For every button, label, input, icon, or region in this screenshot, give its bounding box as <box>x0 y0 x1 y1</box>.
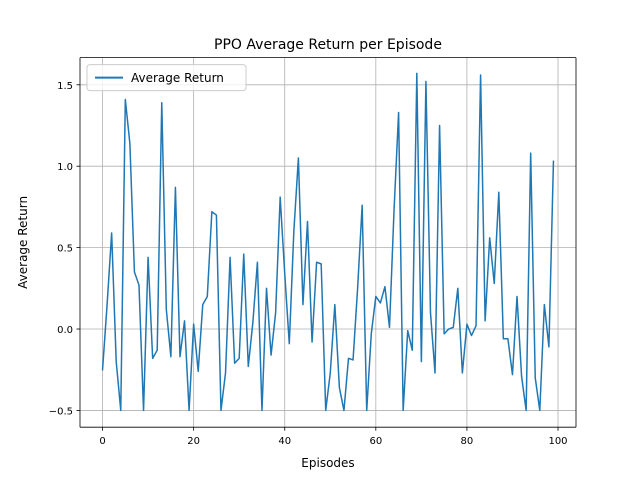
y-tick-label: 0.5 <box>57 244 73 255</box>
x-tick-label: 0 <box>99 436 105 447</box>
y-axis-ticks: −0.5 0.0 0.5 1.0 1.5 <box>49 81 80 417</box>
x-tick-label: 80 <box>461 436 474 447</box>
x-tick-label: 20 <box>187 436 200 447</box>
legend-label: Average Return <box>131 71 224 85</box>
series-line-average-return <box>101 72 555 412</box>
x-axis-label: Episodes <box>301 456 354 470</box>
axes-frame <box>79 57 577 428</box>
y-axis-label: Average Return <box>16 196 30 289</box>
x-axis-ticks: 0 20 40 60 80 100 <box>99 427 568 447</box>
x-tick-label: 100 <box>548 436 567 447</box>
y-tick-label: 1.0 <box>57 162 73 173</box>
x-tick-label: 60 <box>369 436 382 447</box>
y-tick-label: −0.5 <box>49 406 73 417</box>
chart-title: PPO Average Return per Episode <box>214 37 442 53</box>
plot-area <box>80 57 576 428</box>
legend-box <box>86 64 247 92</box>
series-group <box>101 72 555 412</box>
y-tick-label: 1.5 <box>57 81 73 92</box>
legend: Average Return <box>86 64 247 92</box>
x-tick-label: 40 <box>278 436 291 447</box>
y-tick-label: 0.0 <box>57 325 73 336</box>
